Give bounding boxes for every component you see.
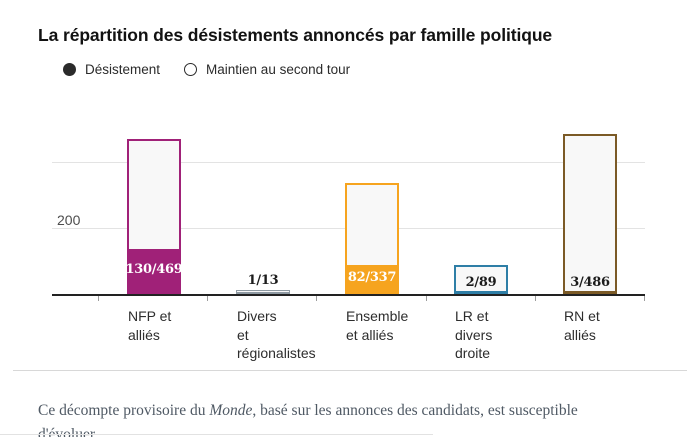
chart-title: La répartition des désistements annoncés… — [38, 24, 553, 45]
bar-fill-divers — [237, 292, 289, 293]
bar-rn: 3/486 — [563, 134, 617, 294]
bar-fill-nfp — [129, 249, 179, 292]
footer-note: Ce décompte provisoire du Monde, basé su… — [38, 399, 638, 437]
footer-divider — [13, 370, 687, 371]
legend-label: Maintien au second tour — [206, 62, 351, 77]
x-axis-tick-1 — [207, 296, 208, 301]
bar-fill-ensemble — [347, 265, 397, 292]
category-label-divers: Divers et régionalistes — [237, 308, 316, 361]
bar-value-lr: 2/89 — [465, 275, 497, 290]
footer-text: Ce décompte provisoire du — [38, 401, 210, 419]
open-circle-icon — [184, 63, 198, 76]
footer-text: , basé sur les annonces des candidats, e… — [38, 401, 578, 437]
x-axis-tick-0 — [98, 296, 99, 301]
category-label-rn: RN et alliés — [564, 308, 600, 343]
bar-fill-rn — [565, 291, 615, 292]
bar-fill-lr — [456, 291, 506, 292]
bar-divers — [236, 290, 290, 294]
x-axis-tick-2 — [316, 296, 317, 301]
bar-lr: 2/89 — [454, 265, 508, 294]
category-label-nfp: NFP et alliés — [128, 308, 172, 343]
y-axis-tick-label-200: 200 — [57, 212, 81, 228]
x-axis-tick-3 — [426, 296, 427, 301]
bar-value-ensemble: 82/337 — [347, 270, 397, 285]
bar-value-divers: 1/13 — [247, 273, 279, 288]
filled-circle-icon — [63, 63, 76, 76]
legend-item-maintien: Maintien au second tour — [184, 62, 350, 77]
next-section-divider — [0, 434, 433, 435]
bar-ensemble: 82/337 — [345, 183, 399, 294]
x-axis-tick-5 — [644, 296, 645, 301]
legend: Désistement Maintien au second tour — [63, 62, 350, 77]
footer-italic-word: Monde — [209, 401, 253, 419]
bar-value-nfp: 130/469 — [125, 262, 183, 277]
bar-nfp: 130/469 — [126, 139, 183, 294]
x-axis-tick-4 — [535, 296, 536, 301]
category-label-lr: LR et divers droite — [455, 308, 493, 361]
legend-label: Désistement — [85, 62, 161, 77]
y-gridline-400 — [52, 162, 645, 163]
x-axis-line — [52, 294, 645, 296]
legend-item-desistement: Désistement — [63, 62, 160, 77]
bar-value-rn: 3/486 — [570, 275, 610, 290]
category-label-ensemble: Ensemble et alliés — [346, 308, 409, 343]
